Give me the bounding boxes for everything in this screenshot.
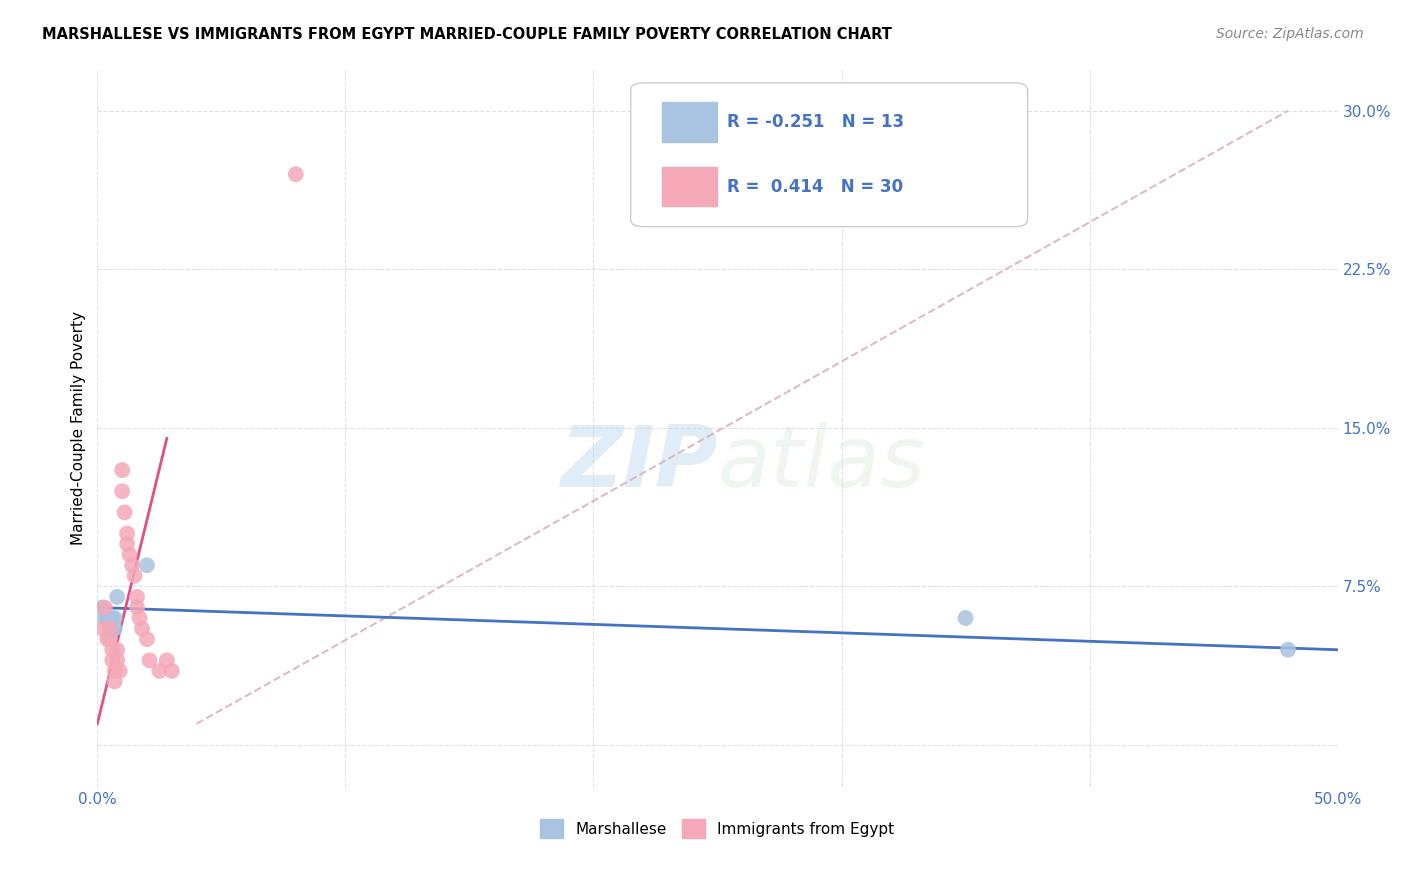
Point xyxy=(101,611,124,625)
Point xyxy=(160,664,183,678)
Text: ZIP: ZIP xyxy=(560,422,717,505)
Point xyxy=(131,622,153,636)
Point xyxy=(114,505,136,519)
Point xyxy=(955,611,977,625)
Point xyxy=(105,590,128,604)
Point xyxy=(94,600,117,615)
Point xyxy=(91,622,114,636)
Point xyxy=(118,548,141,562)
Point xyxy=(284,167,307,181)
Point xyxy=(111,484,134,499)
Point xyxy=(156,653,179,667)
Point xyxy=(91,600,114,615)
Point xyxy=(111,463,134,477)
Point xyxy=(105,653,128,667)
Point xyxy=(104,664,127,678)
Point xyxy=(115,537,138,551)
Point xyxy=(121,558,143,573)
Point xyxy=(148,664,170,678)
Bar xyxy=(662,167,717,206)
Point xyxy=(104,674,127,689)
Text: MARSHALLESE VS IMMIGRANTS FROM EGYPT MARRIED-COUPLE FAMILY POVERTY CORRELATION C: MARSHALLESE VS IMMIGRANTS FROM EGYPT MAR… xyxy=(42,27,891,42)
Point xyxy=(98,611,121,625)
Point xyxy=(128,611,150,625)
Legend: Marshallese, Immigrants from Egypt: Marshallese, Immigrants from Egypt xyxy=(534,814,901,844)
Point xyxy=(105,642,128,657)
Point xyxy=(136,632,159,647)
Point xyxy=(125,600,148,615)
Text: R =  0.414   N = 30: R = 0.414 N = 30 xyxy=(727,178,904,196)
Point xyxy=(96,632,118,647)
Text: R = -0.251   N = 13: R = -0.251 N = 13 xyxy=(727,113,904,131)
Point xyxy=(108,664,131,678)
Point xyxy=(96,611,118,625)
Point xyxy=(125,590,148,604)
Point xyxy=(101,642,124,657)
Text: Source: ZipAtlas.com: Source: ZipAtlas.com xyxy=(1216,27,1364,41)
Point xyxy=(94,611,117,625)
Point xyxy=(136,558,159,573)
Point xyxy=(124,568,146,582)
Point xyxy=(138,653,160,667)
Text: atlas: atlas xyxy=(717,422,925,505)
Bar xyxy=(662,103,717,142)
Point xyxy=(98,622,121,636)
FancyBboxPatch shape xyxy=(631,83,1028,227)
Y-axis label: Married-Couple Family Poverty: Married-Couple Family Poverty xyxy=(72,310,86,545)
Point xyxy=(101,653,124,667)
Point xyxy=(115,526,138,541)
Point xyxy=(1277,642,1299,657)
Point xyxy=(98,632,121,647)
Point xyxy=(98,622,121,636)
Point xyxy=(101,622,124,636)
Point xyxy=(104,611,127,625)
Point xyxy=(104,622,127,636)
